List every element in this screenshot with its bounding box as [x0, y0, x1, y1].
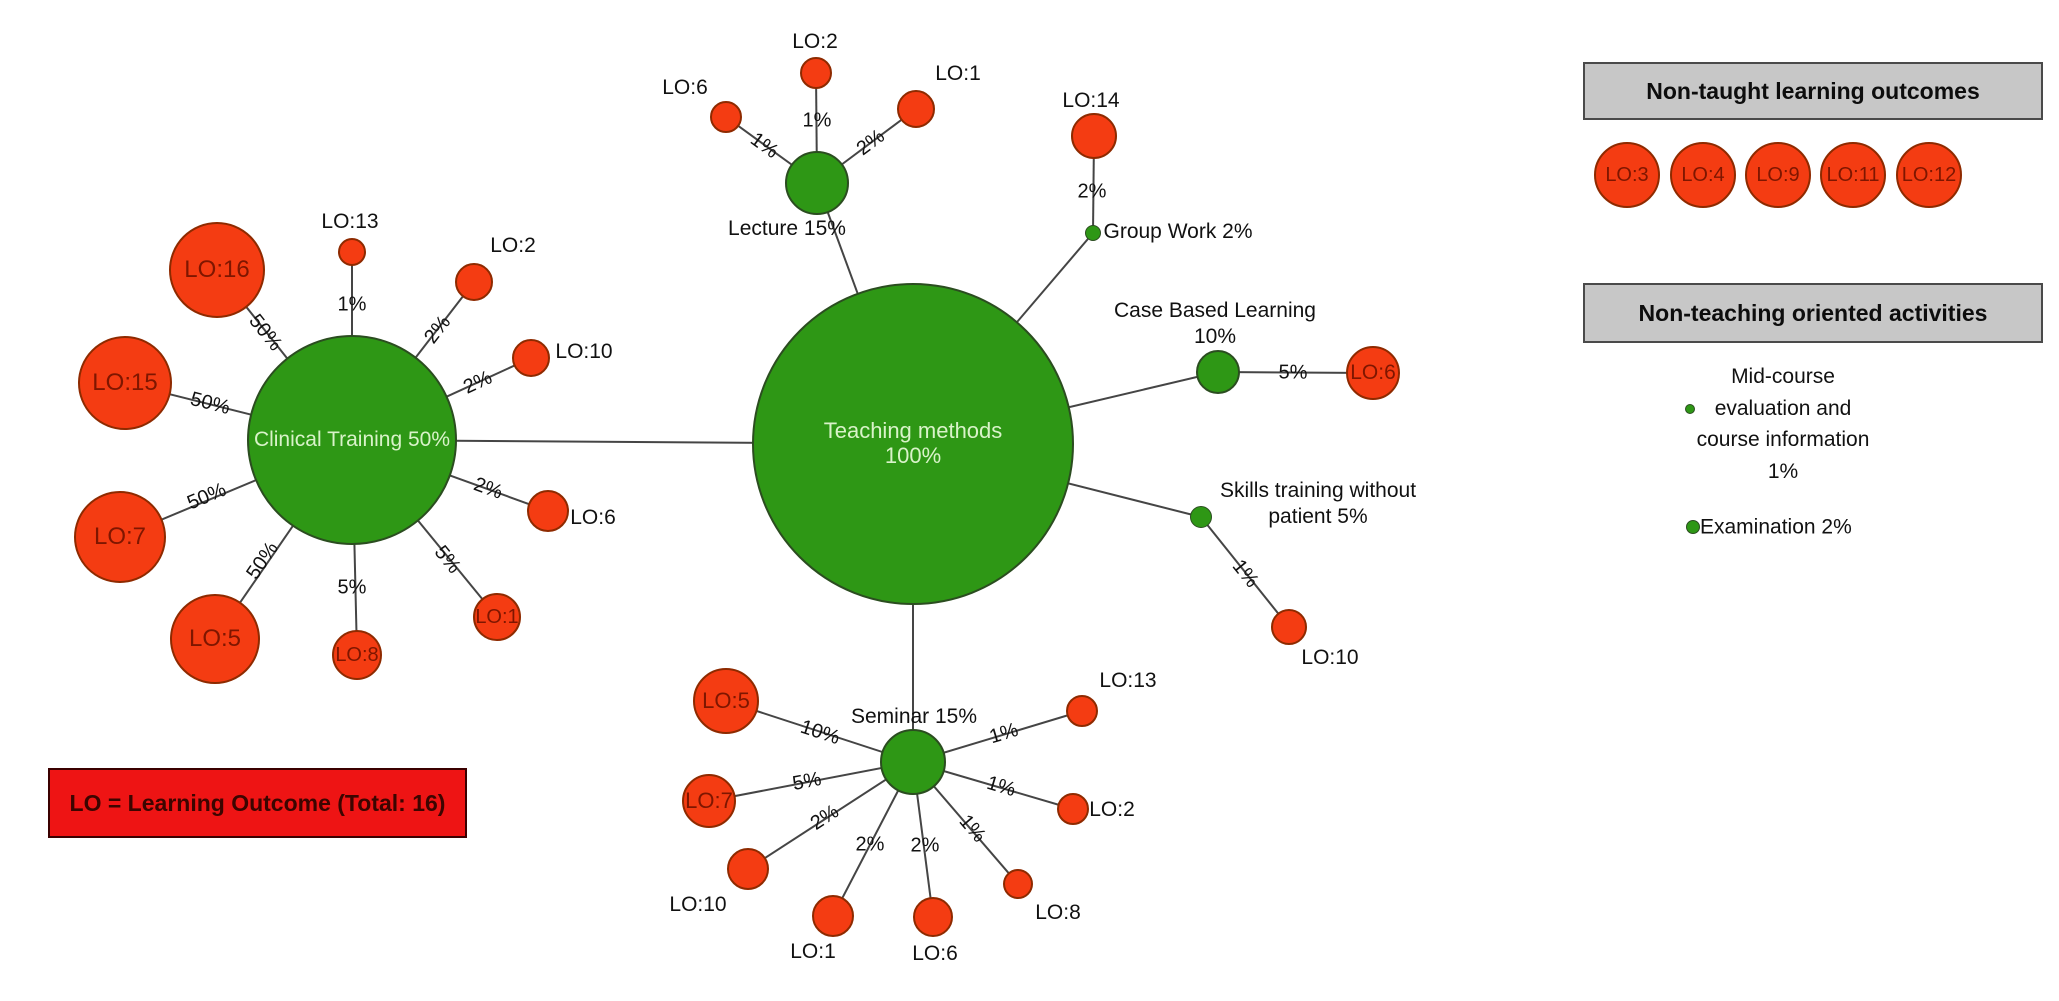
label-groupwork: Group Work 2% — [1103, 219, 1253, 243]
node-skills — [1190, 506, 1212, 528]
node-se-lo5: LO:5 — [693, 668, 759, 734]
label-c-lo6: LO:6 — [570, 505, 616, 529]
legend-item-text-2: Examination 2% — [1700, 515, 1852, 539]
node-c-lo16: LO:16 — [169, 222, 265, 318]
label-seminar: Seminar 15% — [850, 704, 978, 728]
lo-abbreviation-note-text: LO = Learning Outcome (Total: 16) — [69, 789, 446, 816]
edge-label-seminar-se-lo6: 2% — [910, 834, 940, 857]
label-se-lo13: LO:13 — [1099, 668, 1157, 692]
node-se-lo1 — [812, 895, 854, 937]
node-legend-dot-2 — [1686, 520, 1700, 534]
node-legend-4: LO:11 — [1820, 142, 1886, 208]
edge-label-lecture-l-lo2: 1% — [802, 109, 832, 132]
node-cb-lo6: LO:6 — [1346, 346, 1400, 400]
node-se-lo6 — [913, 897, 953, 937]
node-se-lo7: LO:7 — [682, 774, 736, 828]
label-s-lo10: LO:10 — [1301, 645, 1359, 669]
node-clinical: Clinical Training 50% — [247, 335, 457, 545]
node-l-lo6 — [710, 101, 742, 133]
node-lecture — [785, 151, 849, 215]
label-c-lo13: LO:13 — [321, 209, 379, 233]
label-se-lo8: LO:8 — [1035, 900, 1081, 924]
label-se-lo2: LO:2 — [1089, 797, 1135, 821]
edge-label-seminar-se-lo1: 2% — [855, 833, 885, 856]
node-cbl — [1196, 350, 1240, 394]
label-skills: Skills training without patient 5% — [1219, 478, 1417, 528]
node-c-lo5: LO:5 — [170, 594, 260, 684]
label-c-lo10: LO:10 — [555, 339, 613, 363]
node-teaching: Teaching methods 100% — [752, 283, 1074, 605]
node-legend-dot-1 — [1685, 404, 1695, 414]
node-legend-3: LO:9 — [1745, 142, 1811, 208]
node-legend-1: LO:3 — [1594, 142, 1660, 208]
node-groupwork — [1085, 225, 1101, 241]
node-legend-2: LO:4 — [1670, 142, 1736, 208]
label-c-lo2: LO:2 — [490, 233, 536, 257]
node-c-lo8: LO:8 — [332, 630, 382, 680]
legend-non-teaching-title: Non-teaching oriented activities — [1638, 299, 1988, 326]
node-c-lo1: LO:1 — [473, 593, 521, 641]
legend-item-text-1: Mid-course evaluation and course informa… — [1696, 365, 1870, 483]
node-seminar — [880, 729, 946, 795]
edge-label-clinical-c-lo13: 1% — [337, 293, 367, 316]
node-c-lo10 — [512, 339, 550, 377]
node-c-lo7: LO:7 — [74, 491, 166, 583]
node-g-lo14 — [1071, 113, 1117, 159]
legend-non-teaching-title-box: Non-teaching oriented activities — [1583, 283, 2043, 343]
node-c-lo15: LO:15 — [78, 336, 172, 430]
label-l-lo1: LO:1 — [935, 61, 981, 85]
node-l-lo2 — [800, 57, 832, 89]
node-se-lo2 — [1057, 793, 1089, 825]
node-s-lo10 — [1271, 609, 1307, 645]
label-lecture: Lecture 15% — [728, 216, 846, 240]
node-l-lo1 — [897, 90, 935, 128]
node-legend-5: LO:12 — [1896, 142, 1962, 208]
node-se-lo13 — [1066, 695, 1098, 727]
node-c-lo6 — [527, 490, 569, 532]
edge-label-cbl-cb-lo6: 5% — [1278, 361, 1308, 384]
label-l-lo2: LO:2 — [792, 29, 838, 53]
label-l-lo6: LO:6 — [662, 75, 708, 99]
label-cbl: Case Based Learning 10% — [1114, 298, 1316, 348]
legend-non-taught-title: Non-taught learning outcomes — [1646, 77, 1980, 104]
node-c-lo13 — [338, 238, 366, 266]
edge-label-groupwork-g-lo14: 2% — [1077, 180, 1107, 203]
node-c-lo2 — [455, 263, 493, 301]
node-se-lo10 — [727, 848, 769, 890]
legend-non-taught-title-box: Non-taught learning outcomes — [1583, 62, 2043, 120]
label-se-lo6: LO:6 — [912, 941, 958, 965]
edge-skills-s-lo10 — [1200, 516, 1290, 628]
edge-label-clinical-c-lo8: 5% — [337, 576, 367, 599]
label-se-lo10: LO:10 — [669, 892, 727, 916]
label-g-lo14: LO:14 — [1062, 88, 1120, 112]
node-se-lo8 — [1003, 869, 1033, 899]
edge-seminar-se-lo7 — [708, 761, 914, 802]
lo-abbreviation-note: LO = Learning Outcome (Total: 16) — [48, 768, 467, 838]
label-se-lo1: LO:1 — [790, 939, 836, 963]
